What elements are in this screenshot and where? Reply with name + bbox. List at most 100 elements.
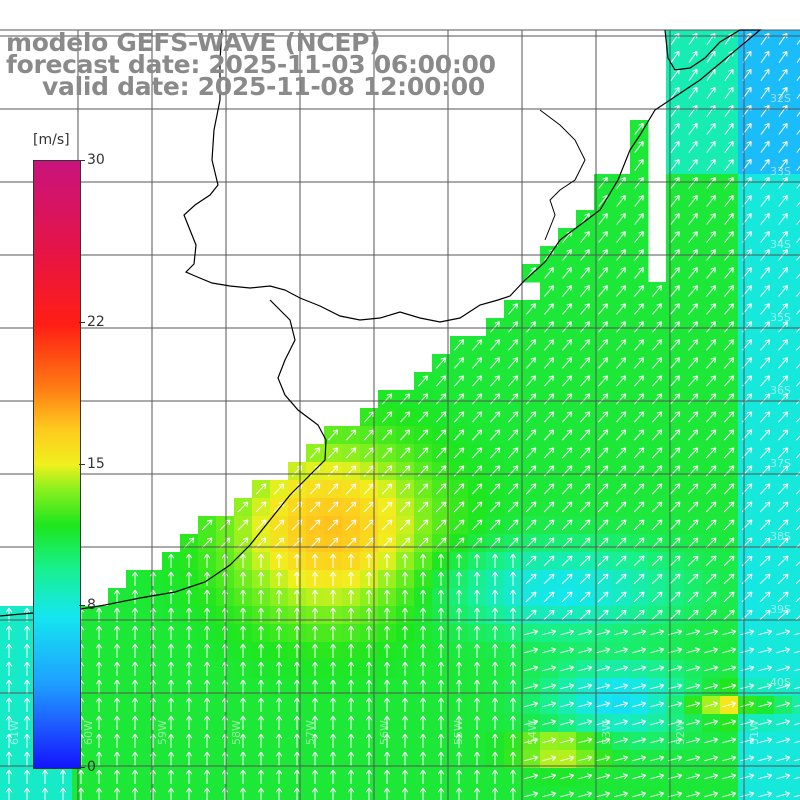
wind-arrow [670, 213, 680, 225]
wind-arrow [473, 751, 481, 766]
wind-arrow [579, 519, 591, 531]
wind-arrow [419, 769, 427, 784]
wind-cell [792, 66, 800, 85]
wind-arrow [455, 571, 463, 586]
wind-arrow [508, 303, 518, 315]
longitude-label: 60W [82, 720, 95, 745]
wind-arrow [633, 411, 645, 423]
wind-arrow [705, 573, 717, 585]
wind-arrow [347, 679, 355, 694]
wind-arrow [560, 737, 575, 744]
wind-arrow [455, 625, 463, 640]
wind-arrow [669, 609, 681, 621]
wind-arrow [327, 537, 339, 549]
wind-arrow [704, 719, 719, 726]
wind-arrow [327, 447, 339, 459]
longitude-label: 54W [526, 720, 539, 745]
wind-arrow [560, 629, 575, 636]
wind-arrow [399, 483, 411, 495]
wind-arrow [401, 643, 409, 658]
wind-arrow [329, 733, 337, 748]
wind-arrow [23, 625, 31, 640]
wind-cell [792, 336, 800, 355]
wind-arrow [273, 537, 285, 549]
wind-arrow [724, 321, 734, 333]
wind-arrow [417, 447, 429, 459]
wind-arrow [524, 701, 539, 708]
wind-arrow [526, 339, 537, 351]
wind-arrow [345, 429, 357, 441]
wind-arrow [293, 643, 301, 658]
wind-arrow [437, 697, 445, 712]
wind-arrow [275, 769, 283, 784]
wind-arrow [383, 553, 391, 568]
wind-arrow [560, 773, 575, 780]
wind-arrow [633, 537, 645, 549]
wind-arrow [651, 429, 663, 441]
wind-arrow [311, 769, 319, 784]
wind-arrow [203, 625, 211, 640]
latitude-label: 38S [770, 530, 791, 543]
wind-arrow [580, 231, 590, 243]
wind-arrow [634, 375, 645, 387]
wind-cell [792, 660, 800, 679]
wind-arrow [239, 715, 247, 730]
wind-arrow [776, 737, 791, 744]
wind-arrow [705, 501, 717, 513]
wind-arrow [399, 519, 411, 531]
wind-arrow [651, 573, 663, 585]
wind-arrow [723, 573, 735, 585]
wind-arrow [686, 755, 701, 762]
wind-arrow [329, 589, 337, 604]
wind-arrow [723, 555, 735, 567]
wind-arrow [596, 683, 611, 690]
wind-arrow [167, 751, 175, 766]
wind-arrow [203, 661, 211, 676]
wind-arrow [796, 219, 800, 225]
wind-arrow [778, 339, 789, 351]
wind-cell [792, 732, 800, 751]
wind-arrow [580, 267, 590, 279]
wind-arrow [489, 501, 501, 513]
wind-arrow [435, 393, 447, 405]
wind-arrow [795, 579, 800, 585]
wind-arrow [131, 571, 139, 586]
wind-arrow [596, 701, 611, 708]
latitude-label: 37S [770, 457, 791, 470]
wind-arrow [670, 231, 680, 243]
wind-arrow [203, 679, 211, 694]
wind-arrow [525, 411, 537, 423]
wind-arrow [597, 411, 609, 423]
wind-arrow [651, 501, 663, 513]
wind-arrow [509, 553, 517, 568]
wind-arrow [776, 773, 791, 780]
wind-arrow [453, 501, 465, 513]
wind-arrow [203, 715, 211, 730]
wind-arrow [401, 553, 409, 568]
wind-arrow [560, 755, 575, 762]
wind-arrow [113, 589, 121, 604]
wind-arrow [473, 661, 481, 676]
wind-arrow [686, 737, 701, 744]
wind-arrow [257, 589, 265, 604]
wind-cell [792, 372, 800, 391]
wind-arrow [203, 697, 211, 712]
wind-arrow [794, 704, 800, 708]
wind-arrow [275, 697, 283, 712]
wind-arrow [327, 519, 339, 531]
wind-arrow [614, 737, 629, 744]
wind-arrow [760, 231, 770, 243]
wind-arrow [542, 647, 557, 654]
wind-arrow [615, 609, 627, 621]
wind-arrow [5, 733, 13, 748]
wind-arrow [795, 525, 800, 531]
wind-arrow [614, 719, 629, 726]
wind-arrow [383, 661, 391, 676]
longitude-label: 55W [452, 720, 465, 745]
wind-arrow [688, 303, 698, 315]
wind-arrow [650, 629, 665, 636]
wind-arrow [670, 339, 681, 351]
wind-arrow [578, 737, 593, 744]
wind-arrow [455, 589, 463, 604]
wind-arrow [383, 715, 391, 730]
